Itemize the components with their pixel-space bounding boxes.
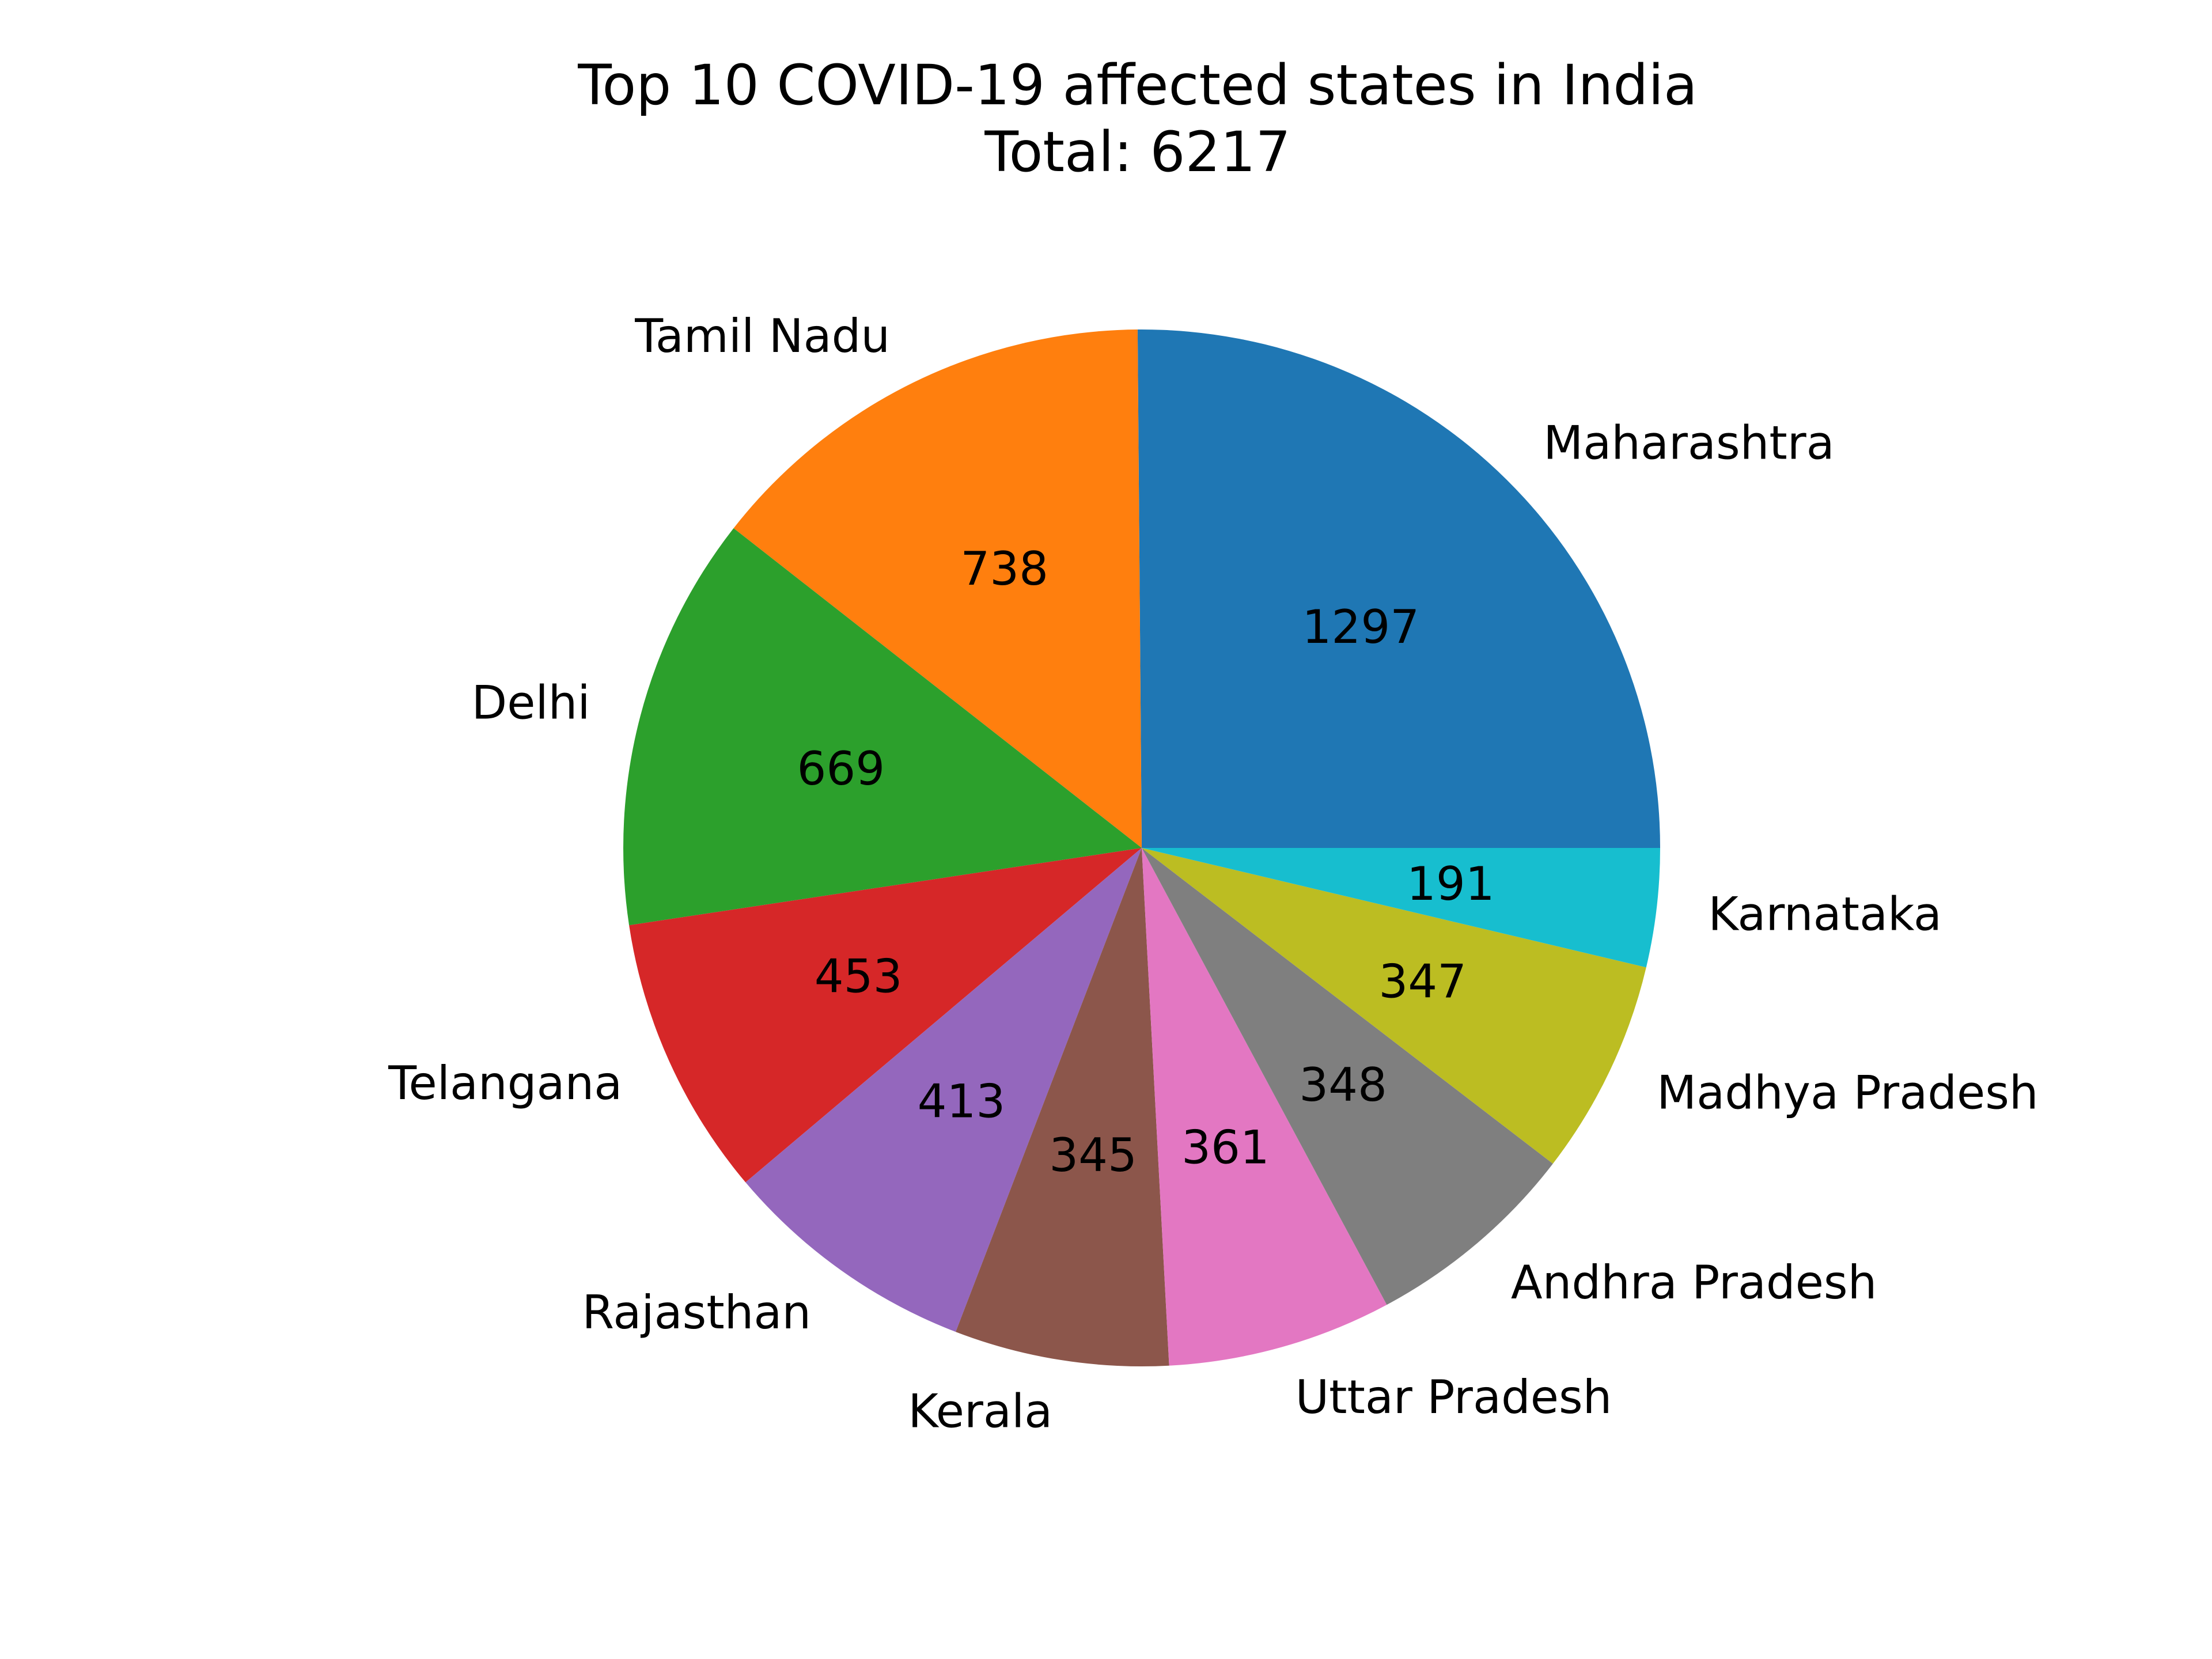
slice-value-uttar-pradesh: 361 — [1181, 1121, 1270, 1175]
slice-value-rajasthan: 413 — [918, 1075, 1006, 1128]
pie-slice-karnataka — [1142, 848, 1660, 968]
chart-title: Top 10 COVID-19 affected states in India — [577, 53, 1698, 118]
slice-label-karnataka: Karnataka — [1708, 887, 1942, 941]
slice-value-karnataka: 191 — [1407, 857, 1495, 911]
pie-slice-kerala — [956, 848, 1169, 1367]
chart-subtitle: Total: 6217 — [984, 120, 1290, 184]
slice-label-rajasthan: Rajasthan — [582, 1286, 812, 1339]
slice-value-andhra-pradesh: 348 — [1299, 1058, 1387, 1112]
slice-value-madhya-pradesh: 347 — [1378, 955, 1467, 1008]
slice-label-tamil-nadu: Tamil Nadu — [634, 309, 890, 363]
slice-label-uttar-pradesh: Uttar Pradesh — [1296, 1370, 1612, 1424]
slice-value-delhi: 669 — [797, 742, 885, 796]
slice-value-kerala: 345 — [1049, 1128, 1137, 1182]
pie-slice-delhi — [623, 528, 1142, 926]
slice-value-tamil-nadu: 738 — [960, 542, 1048, 596]
slice-label-madhya-pradesh: Madhya Pradesh — [1657, 1066, 2038, 1119]
slice-label-delhi: Delhi — [472, 676, 590, 729]
pie-slices — [623, 329, 1660, 1367]
pie-slice-telangana — [629, 848, 1142, 1183]
pie-slice-rajasthan — [745, 848, 1142, 1332]
slice-label-maharashtra: Maharashtra — [1543, 416, 1834, 470]
slice-value-maharashtra: 1297 — [1302, 600, 1420, 654]
pie-slice-tamil-nadu — [733, 329, 1142, 848]
slice-label-andhra-pradesh: Andhra Pradesh — [1511, 1256, 1877, 1309]
pie-slice-madhya-pradesh — [1142, 848, 1646, 1164]
pie-labels: Maharashtra 1297 Tamil Nadu 738 Delhi 669 Tela… — [388, 309, 2038, 1438]
pie-slice-andhra-pradesh — [1142, 848, 1553, 1305]
pie-slice-uttar-pradesh — [1142, 848, 1387, 1366]
slice-label-telangana: Telangana — [388, 1056, 622, 1110]
slice-label-kerala: Kerala — [908, 1384, 1052, 1438]
pie-slice-maharashtra — [1137, 329, 1660, 848]
slice-value-telangana: 453 — [815, 949, 903, 1003]
